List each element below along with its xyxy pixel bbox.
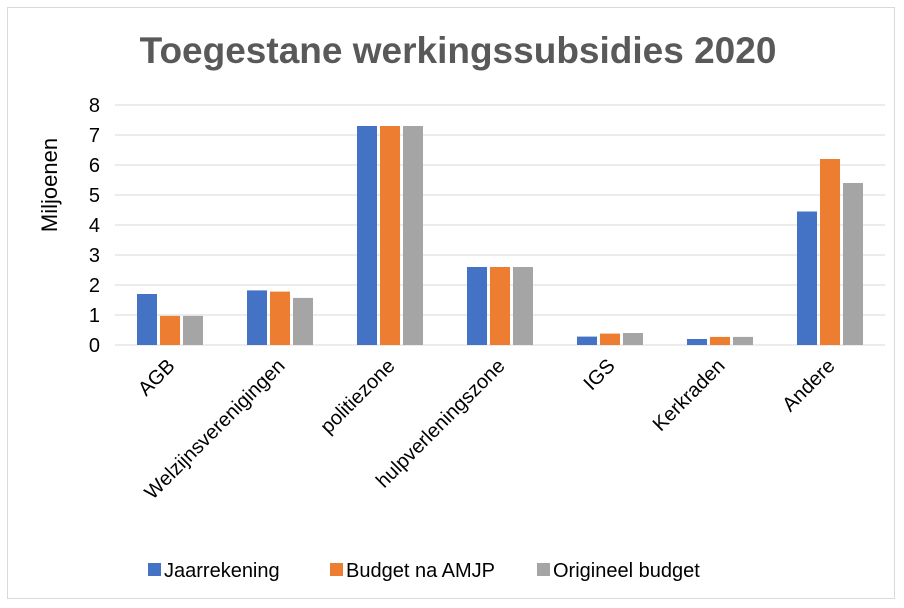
bar-jaarrekening bbox=[797, 211, 817, 345]
bar-jaarrekening bbox=[247, 290, 267, 345]
y-tick-label: 4 bbox=[89, 215, 100, 237]
bar-origineel-budget bbox=[623, 333, 643, 345]
bar-budget-na-amjp bbox=[490, 267, 510, 345]
y-tick-label: 2 bbox=[89, 275, 100, 297]
legend-label: Budget na AMJP bbox=[346, 560, 495, 582]
legend: Jaarrekening Budget na AMJP Origineel budg… bbox=[148, 560, 700, 582]
bar-origineel-budget bbox=[293, 297, 313, 345]
bar-jaarrekening bbox=[357, 126, 377, 345]
x-tick-label: Andere bbox=[778, 355, 839, 416]
y-tick-label: 0 bbox=[89, 335, 100, 357]
bar-jaarrekening bbox=[137, 294, 157, 345]
x-tick-label: politiezone bbox=[316, 355, 399, 438]
y-tick-label: 8 bbox=[89, 95, 100, 117]
bar-budget-na-amjp bbox=[710, 336, 730, 345]
bar-budget-na-amjp bbox=[820, 159, 840, 345]
bar-origineel-budget bbox=[843, 183, 863, 345]
x-tick-label: Kerkraden bbox=[649, 355, 730, 436]
y-axis-ticks: 0 1 2 3 4 5 6 7 8 bbox=[89, 95, 100, 357]
bar-origineel-budget bbox=[733, 336, 753, 345]
bar-origineel-budget bbox=[513, 267, 533, 345]
x-tick-label: IGS bbox=[580, 355, 620, 395]
legend-label: Origineel budget bbox=[553, 560, 700, 582]
y-tick-label: 6 bbox=[89, 155, 100, 177]
bar-origineel-budget bbox=[183, 315, 203, 345]
bars bbox=[137, 126, 863, 345]
bar-budget-na-amjp bbox=[380, 126, 400, 345]
legend-swatch bbox=[537, 563, 550, 576]
y-tick-label: 5 bbox=[89, 185, 100, 207]
bar-budget-na-amjp bbox=[600, 333, 620, 345]
bar-origineel-budget bbox=[403, 126, 423, 345]
bar-jaarrekening bbox=[467, 267, 487, 345]
y-tick-label: 1 bbox=[89, 305, 100, 327]
y-tick-label: 3 bbox=[89, 245, 100, 267]
gridlines bbox=[115, 104, 885, 346]
bar-budget-na-amjp bbox=[270, 291, 290, 345]
legend-swatch bbox=[148, 563, 161, 576]
y-tick-label: 7 bbox=[89, 125, 100, 147]
y-axis-title: Miljoenen bbox=[37, 138, 62, 232]
x-tick-label: AGB bbox=[134, 355, 179, 400]
bar-jaarrekening bbox=[577, 336, 597, 345]
bar-jaarrekening bbox=[687, 339, 707, 345]
chart-title: Toegestane werkingssubsidies 2020 bbox=[140, 30, 777, 71]
legend-swatch bbox=[330, 563, 343, 576]
legend-label: Jaarrekening bbox=[164, 560, 280, 582]
bar-budget-na-amjp bbox=[160, 315, 180, 345]
